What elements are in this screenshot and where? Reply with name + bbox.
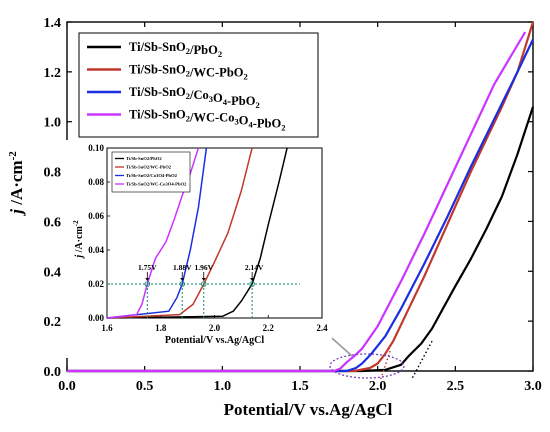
series-line-3 xyxy=(67,38,534,373)
x-tick-label: 0.0 xyxy=(58,379,76,394)
legend-label-4: Ti/Sb-SnO2/WC-Co3O4-PbO2 xyxy=(129,108,285,133)
x-tick-label: 1.0 xyxy=(214,379,232,394)
x-tick-label: 2.0 xyxy=(369,379,387,394)
inset-y-tick-label: 0.08 xyxy=(88,177,104,187)
inset-legend-box xyxy=(111,151,191,193)
legend-label-2: Ti/Sb-SnO2/WC-PbO2 xyxy=(129,63,248,82)
series-line-1 xyxy=(67,106,535,373)
legend-label-1: Ti/Sb-SnO2/PbO2 xyxy=(129,40,222,59)
inset-marker-2 xyxy=(179,281,185,287)
y-tick-label: 0.4 xyxy=(44,265,62,280)
inset-arrowhead-2 xyxy=(180,278,185,281)
inset-marker-4 xyxy=(249,281,255,287)
inset-annotation-4: 2.14V xyxy=(245,263,264,272)
inset-legend-label-4: Ti/Sb-SnO2/WC-Co3O4-PbO2 xyxy=(126,182,187,187)
inset-x-axis-title: Potential/V vs.Ag/AgCl xyxy=(165,335,264,346)
y-tick-label: 0.8 xyxy=(44,166,62,181)
inset-legend-label-3: Ti/Sb-SnO2/Co3O4-PbO2 xyxy=(126,173,178,178)
inset-y-axis-title: j /A·cm-2 xyxy=(72,220,85,260)
inset-arrowhead-1 xyxy=(145,278,150,281)
x-tick-label: 1.5 xyxy=(291,379,309,394)
y-tick-label: 0.0 xyxy=(44,365,62,380)
extrapolation-line-1 xyxy=(411,340,433,380)
inset-y-tick-label: 0.02 xyxy=(88,279,104,289)
inset-y-tick-label: 0.06 xyxy=(88,211,104,221)
inset-legend-label-1: Ti/Sb-SnO2/PbO2 xyxy=(126,156,162,161)
y-tick-label: 1.4 xyxy=(44,16,62,31)
y-tick-label: 1.2 xyxy=(44,66,62,81)
inset-y-tick-label: 0.00 xyxy=(88,313,104,323)
inset-arrowhead-3 xyxy=(201,278,206,281)
inset-arrowhead-4 xyxy=(250,278,255,281)
inset-x-tick-label: 2.0 xyxy=(209,323,221,333)
y-tick-label: 0.2 xyxy=(44,315,62,330)
x-tick-label: 3.0 xyxy=(524,379,542,394)
inset-x-tick-label: 2.4 xyxy=(316,323,328,333)
series-line-4 xyxy=(67,31,527,373)
legend-box xyxy=(78,32,319,138)
inset-annotation-2: 1.88V xyxy=(173,263,192,272)
y-axis-title: j /A·cm-2 xyxy=(7,151,26,217)
inset-background xyxy=(65,140,332,358)
x-tick-label: 0.5 xyxy=(136,379,154,394)
inset-annotation-3: 1.96V xyxy=(194,263,213,272)
inset-y-tick-label: 0.10 xyxy=(88,143,104,153)
inset-x-tick-label: 2.2 xyxy=(263,323,275,333)
inset-y-tick-label: 0.04 xyxy=(88,245,104,255)
y-tick-label: 1.0 xyxy=(44,116,62,131)
inset-x-tick-label: 1.6 xyxy=(101,323,113,333)
y-tick-label: 0.6 xyxy=(44,215,62,230)
x-tick-label: 2.5 xyxy=(447,379,465,394)
series-line-2 xyxy=(67,21,535,373)
inset-marker-1 xyxy=(144,281,151,287)
inset-annotation-1: 1.75V xyxy=(138,263,157,272)
inset-legend-label-2: Ti/Sb-SnO2/WC-PbO2 xyxy=(126,165,172,170)
inset-x-tick-label: 1.8 xyxy=(155,323,167,333)
x-axis-title: Potential/V vs.Ag/AgCl xyxy=(224,400,393,419)
inset-marker-3 xyxy=(200,281,207,287)
legend-label-3: Ti/Sb-SnO2/Co3O4-PbO2 xyxy=(129,85,260,110)
onset-highlight-ellipse xyxy=(329,353,405,379)
